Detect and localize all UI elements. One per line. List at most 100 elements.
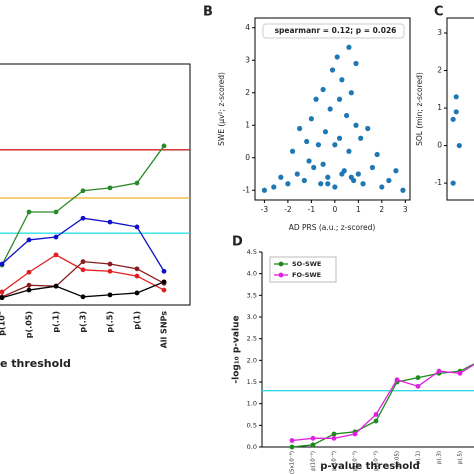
x-tick-label: p(.5) <box>106 311 115 333</box>
legend-marker <box>278 272 284 278</box>
x-tick-label: p(.3) <box>437 451 443 464</box>
point <box>289 438 295 443</box>
x-tick-label: p(.05) <box>25 311 34 338</box>
point <box>107 292 113 298</box>
x-axis-label: p-value threshold <box>320 461 420 472</box>
point <box>26 287 32 293</box>
x-tick-label: -2 <box>284 205 292 214</box>
point <box>374 151 380 158</box>
x-tick-label: -1 <box>308 205 316 214</box>
point <box>334 54 340 60</box>
point <box>26 237 32 243</box>
y-tick-label: 0 <box>437 141 442 150</box>
y-tick-label: 4.5 <box>247 248 257 256</box>
point <box>343 112 350 119</box>
x-tick-label: p(10⁻²) <box>373 451 380 471</box>
y-tick-label: 3 <box>245 55 250 64</box>
point <box>134 266 140 272</box>
y-tick-label: -1 <box>243 185 251 194</box>
series-line <box>1 145 165 266</box>
point <box>322 129 329 135</box>
point <box>0 289 5 295</box>
point <box>0 261 5 267</box>
point <box>310 442 316 448</box>
y-tick-label: 0 <box>245 153 250 162</box>
point <box>134 224 140 230</box>
series-line <box>291 363 474 448</box>
y-tick-label: 4 <box>245 23 250 32</box>
point <box>107 261 113 267</box>
point <box>453 94 459 100</box>
point <box>336 96 343 102</box>
point <box>161 143 167 149</box>
point <box>271 184 277 190</box>
point <box>346 148 352 154</box>
y-tick-label: 2 <box>437 66 442 75</box>
point <box>456 142 462 149</box>
point <box>294 171 300 177</box>
point <box>107 185 113 191</box>
point <box>80 294 86 300</box>
x-tick-label: p(10⁻³) <box>352 451 359 471</box>
point <box>285 181 291 187</box>
point <box>315 142 322 148</box>
point <box>80 215 86 221</box>
point <box>325 181 331 187</box>
point <box>436 368 442 374</box>
point <box>308 116 314 122</box>
x-axis-label: e threshold <box>0 357 71 370</box>
y-tick-label: 1.0 <box>247 400 257 408</box>
x-tick-label: p(.3) <box>79 311 88 333</box>
point <box>134 273 140 279</box>
point <box>450 116 456 122</box>
plot-frame <box>446 17 474 201</box>
annotation: spearmanr = 0.12; p = 0.026 <box>275 26 397 35</box>
y-tick-label: 2 <box>245 88 250 97</box>
y-tick-label: 3.5 <box>247 291 257 299</box>
y-tick-label: 1.5 <box>247 378 257 386</box>
x-tick-label: p(10⁻⁶) <box>310 451 317 471</box>
point <box>278 174 284 180</box>
point <box>161 268 167 274</box>
point <box>161 287 167 293</box>
point <box>320 86 326 93</box>
point <box>339 171 345 177</box>
point <box>373 412 379 417</box>
point <box>297 125 303 132</box>
point <box>311 164 317 171</box>
x-tick-label: -3 <box>261 205 269 214</box>
legend-label: SO-SWE <box>292 260 321 268</box>
point <box>346 44 352 50</box>
x-tick-label: p(.5) <box>458 451 464 464</box>
y-axis-label: SWE (μv²; z-scored) <box>217 72 226 146</box>
point <box>320 161 326 167</box>
panel-label: D <box>232 235 243 250</box>
x-tick-label: 3 <box>403 205 408 214</box>
point <box>306 158 312 164</box>
point <box>373 418 379 424</box>
point <box>53 209 59 215</box>
panel: D 0.0 0.5 1.0 1.5 2.0 2.5 3.0 3.5 4.0 4.5 -log₁₀ p-… <box>232 235 474 474</box>
point <box>53 252 59 258</box>
point <box>26 282 32 288</box>
point <box>53 283 59 289</box>
point <box>348 90 354 96</box>
point <box>386 177 392 184</box>
y-tick-label: 0.0 <box>247 443 257 451</box>
panel: e threshold p(10⁻ p(.05) p(.1) p(.3) p(.5) p(1… <box>0 63 191 370</box>
panel: C -1 0 1 2 3 SOL (min; z-scored) <box>415 5 474 201</box>
point <box>369 164 376 171</box>
point <box>329 67 336 73</box>
y-tick-label: 1 <box>245 120 250 129</box>
point <box>379 184 385 190</box>
point <box>332 184 338 190</box>
series-line <box>291 363 474 442</box>
x-tick-label: All SNPs <box>160 311 169 349</box>
point <box>365 125 371 132</box>
point <box>318 181 324 187</box>
y-tick-label: 1 <box>437 103 442 112</box>
panel: B -1 0 1 2 3 4 -3 -2 -1 0 1 2 3 SWE (μv²; z-scored) AD … <box>203 5 411 232</box>
x-axis-label: AD PRS (a.u.; z-scored) <box>289 223 376 232</box>
point <box>355 171 361 177</box>
